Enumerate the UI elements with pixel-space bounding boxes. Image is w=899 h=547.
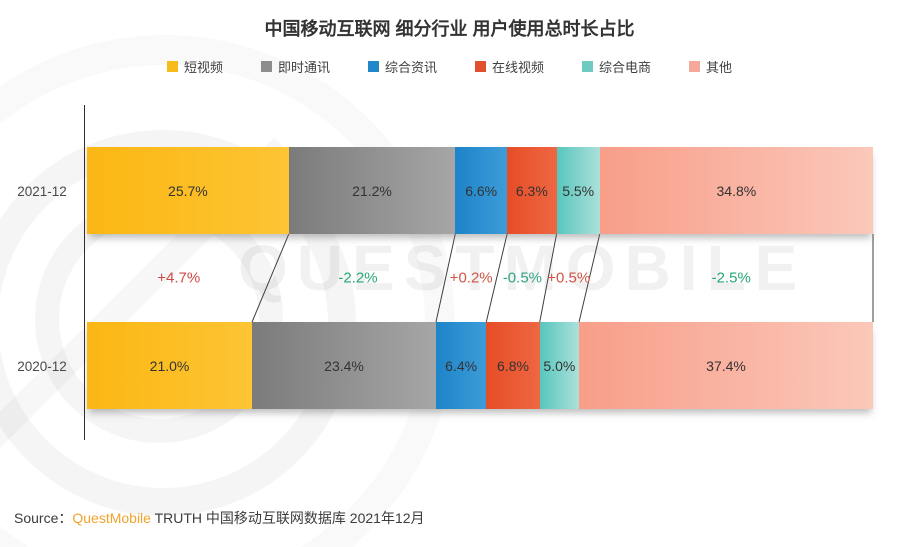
bar-segment: 21.2%: [288, 147, 456, 234]
bar-segment-label: 6.4%: [445, 357, 478, 374]
bar-segment-label: 21.2%: [352, 182, 392, 199]
change-label: -2.2%: [338, 269, 378, 287]
connector-line: [539, 233, 558, 323]
change-label: -2.5%: [711, 269, 751, 287]
bar-segment-label: 23.4%: [324, 357, 364, 374]
legend-item: 即时通讯: [260, 57, 330, 76]
bar-segment: 6.3%: [507, 147, 557, 234]
legend-swatch: [582, 61, 594, 72]
legend-label: 综合电商: [599, 60, 652, 75]
bar-segment: 34.8%: [599, 147, 873, 234]
source-suffix: TRUTH 中国移动互联网数据库 2021年12月: [150, 510, 425, 526]
bar-segment: 37.4%: [579, 322, 873, 409]
legend-swatch: [367, 61, 379, 72]
stacked-bar-2020-12: 21.0% 23.4% 6.4% 6.8% 5.0% 37.4%: [87, 322, 873, 409]
change-label: +4.7%: [157, 269, 201, 287]
connector-line: [435, 233, 456, 323]
bar-segment-label: 37.4%: [706, 357, 746, 374]
bar-segment: 6.4%: [435, 322, 487, 409]
change-label: +0.2%: [449, 269, 493, 287]
legend-label: 在线视频: [492, 60, 545, 75]
bar-segment: 5.5%: [556, 147, 600, 234]
bar-segment: 23.4%: [252, 322, 436, 409]
legend-item: 在线视频: [475, 57, 544, 76]
bar-segment: 21.0%: [87, 322, 253, 409]
connector-line: [485, 233, 508, 323]
legend-swatch: [689, 61, 701, 72]
bar-segment-label: 6.8%: [497, 357, 529, 374]
change-label: +0.5%: [547, 269, 591, 287]
bar-segment-label: 6.3%: [515, 182, 548, 199]
chart-title: 中国移动互联网 细分行业 用户使用总时长占比: [264, 19, 635, 39]
watermark-text: QUESTMOBILE: [238, 232, 807, 304]
legend-label: 短视频: [183, 60, 223, 75]
legend-swatch: [475, 61, 486, 72]
bar-segment-label: 5.0%: [543, 357, 576, 374]
connector-line: [578, 233, 601, 323]
legend-label: 其他: [706, 60, 733, 75]
legend-label: 即时通讯: [277, 60, 330, 75]
legend-swatch: [260, 61, 272, 72]
bar-segment-label: 5.5%: [562, 182, 595, 199]
legend: 短视频 即时通讯 综合资讯 在线视频 综合电商 其他: [0, 57, 899, 76]
legend-item: 综合资讯: [367, 57, 437, 76]
bar-segment: 6.8%: [486, 322, 540, 409]
bar-segment-label: 6.6%: [465, 182, 498, 199]
source-line: Source：QuestMobile TRUTH 中国移动互联网数据库 2021…: [14, 508, 425, 528]
row-label-2021-12: 2021-12: [17, 184, 67, 199]
row-label-2020-12: 2020-12: [17, 359, 67, 374]
bar-segment-label: 34.8%: [716, 182, 757, 199]
y-axis-line: [84, 105, 85, 440]
legend-item: 短视频: [166, 57, 223, 76]
legend-item: 综合电商: [582, 57, 651, 76]
legend-item: 其他: [689, 57, 732, 76]
bar-segment-label: 21.0%: [149, 357, 190, 374]
bar-segment: 5.0%: [539, 322, 580, 409]
bar-segment: 6.6%: [455, 147, 508, 234]
source-prefix: Source：: [14, 510, 73, 526]
bar-segment-label: 25.7%: [168, 182, 208, 199]
stacked-bar-2021-12: 25.7% 21.2% 6.6% 6.3% 5.5% 34.8%: [87, 147, 873, 234]
bar-segment: 25.7%: [87, 147, 289, 234]
source-brand: QuestMobile: [72, 510, 151, 526]
change-label: -0.5%: [502, 269, 542, 287]
legend-swatch: [166, 61, 178, 72]
legend-label: 综合资讯: [384, 60, 437, 75]
connector-line: [251, 233, 290, 323]
